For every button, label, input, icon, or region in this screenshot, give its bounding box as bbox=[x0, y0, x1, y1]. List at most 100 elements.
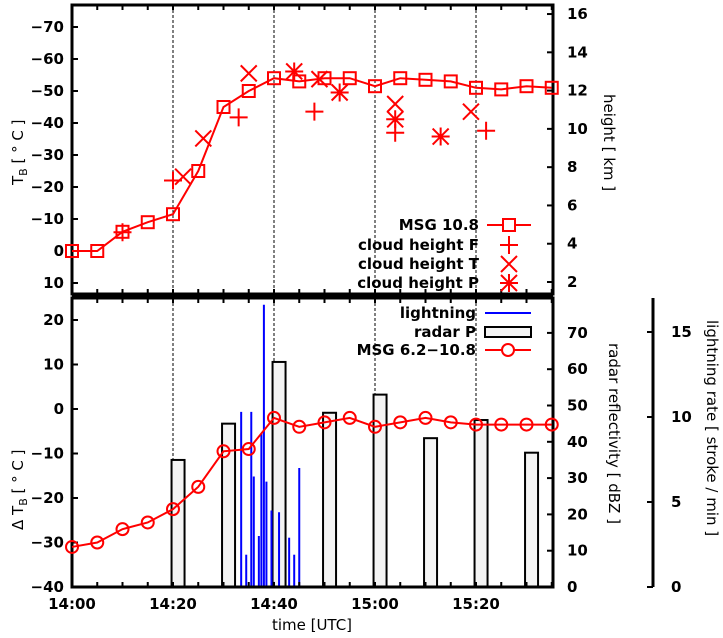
legend-label: cloud height P bbox=[357, 274, 479, 292]
y2-tick-label: 40 bbox=[567, 433, 588, 451]
circle-marker bbox=[191, 479, 206, 494]
y2-tick-label: 8 bbox=[567, 158, 577, 176]
y2-tick-label: 12 bbox=[567, 82, 588, 100]
square-marker bbox=[140, 215, 155, 230]
y2-tick-label: 4 bbox=[567, 235, 577, 253]
x-marker bbox=[462, 102, 480, 121]
square-marker bbox=[418, 72, 433, 87]
square-marker bbox=[443, 74, 458, 89]
y-tick-label: −30 bbox=[31, 534, 64, 552]
y-tick-label: −50 bbox=[31, 82, 64, 100]
legend-label: cloud height T bbox=[358, 255, 480, 273]
square-marker bbox=[519, 79, 534, 94]
circle-marker bbox=[115, 522, 130, 537]
top-frame bbox=[70, 3, 555, 296]
plus-marker bbox=[229, 108, 248, 127]
y-tick-label: 0 bbox=[54, 400, 64, 418]
radar-bar bbox=[473, 419, 489, 588]
y-tick-label: 0 bbox=[54, 242, 64, 260]
circle-marker bbox=[65, 539, 79, 554]
circle-marker bbox=[90, 535, 105, 550]
y-tick-label: −10 bbox=[31, 445, 64, 463]
square-marker bbox=[494, 82, 509, 97]
circle-marker bbox=[241, 442, 256, 457]
bottom-panel: 20100−10−20−30−4070605040302010015105014… bbox=[31, 295, 692, 613]
y2-tick-label: 2 bbox=[567, 273, 577, 291]
radar-bar bbox=[524, 451, 540, 588]
radar-bar bbox=[322, 411, 338, 589]
legend-label: cloud height F bbox=[358, 236, 479, 254]
x-tick-label: 15:20 bbox=[452, 595, 500, 613]
y-tick-label: −20 bbox=[31, 489, 64, 507]
circle-marker bbox=[342, 410, 357, 425]
square-marker bbox=[368, 79, 382, 94]
y2-tick-label: 50 bbox=[567, 397, 588, 415]
circle-marker bbox=[317, 415, 332, 430]
legend-label: MSG 6.2−10.8 bbox=[357, 341, 476, 359]
square-marker bbox=[216, 100, 231, 114]
radar-bar bbox=[423, 437, 439, 589]
circle-marker bbox=[494, 417, 509, 432]
y-tick-label: −40 bbox=[31, 114, 64, 132]
y2-tick-label: 10 bbox=[567, 542, 588, 560]
circle-marker bbox=[292, 419, 307, 434]
y2-tick-label: 10 bbox=[567, 120, 588, 138]
bottom-ylabel: Δ TB [ ° C ] bbox=[9, 450, 30, 531]
circle-marker bbox=[443, 415, 458, 430]
y-tick-label: −70 bbox=[31, 18, 64, 36]
top-panel: −70 −60 −50 −40 −30 −20 −10 0 10 16 14 12 10 8 6 4 2 MSG … bbox=[31, 3, 588, 296]
y-tick-label: −60 bbox=[31, 50, 64, 68]
circle-marker bbox=[469, 417, 483, 432]
circle-marker bbox=[544, 417, 559, 432]
axis-labels: TB [ ° C ] height [ km ] Δ TB [ ° C ] ra… bbox=[9, 94, 721, 634]
y-tick-label: 10 bbox=[43, 274, 64, 292]
y-tick-label: −30 bbox=[31, 146, 64, 164]
square-marker bbox=[544, 80, 559, 95]
plus-marker bbox=[305, 102, 324, 121]
legend-label: lightning bbox=[400, 304, 476, 322]
square-marker bbox=[65, 244, 79, 258]
square-marker bbox=[90, 244, 105, 258]
square-marker bbox=[393, 71, 408, 86]
legend-bar-radar bbox=[484, 326, 532, 338]
star-marker bbox=[431, 127, 450, 146]
x-marker bbox=[240, 64, 258, 83]
square-marker bbox=[469, 80, 483, 95]
legend-label: radar P bbox=[414, 323, 476, 341]
square-marker bbox=[191, 164, 206, 178]
circle-marker bbox=[393, 415, 408, 430]
star-marker bbox=[285, 62, 304, 81]
msg108-line bbox=[72, 77, 552, 252]
circle-marker bbox=[418, 410, 433, 425]
circle-marker bbox=[166, 502, 180, 517]
top-y2label: height [ km ] bbox=[600, 94, 618, 191]
plus-marker bbox=[477, 121, 496, 140]
x-marker bbox=[174, 168, 192, 186]
square-marker bbox=[166, 207, 180, 222]
plus-marker bbox=[500, 236, 518, 254]
x-tick-label: 14:20 bbox=[149, 595, 197, 613]
square-marker bbox=[342, 71, 357, 86]
y-tick-label: −10 bbox=[31, 210, 64, 228]
square-marker bbox=[267, 71, 281, 86]
y3-tick-label: 0 bbox=[671, 578, 681, 596]
y-tick-label: −40 bbox=[31, 578, 64, 596]
star-marker bbox=[500, 274, 518, 292]
y2-tick-label: 0 bbox=[567, 578, 577, 596]
radar-bar bbox=[170, 458, 186, 589]
circle-marker bbox=[267, 410, 281, 425]
y3-tick-label: 15 bbox=[671, 323, 692, 341]
legend-square bbox=[502, 218, 516, 232]
legend-circle bbox=[501, 343, 515, 357]
y-tick-label: 20 bbox=[43, 311, 64, 329]
legend-label: MSG 10.8 bbox=[399, 216, 479, 234]
y2-tick-label: 6 bbox=[567, 196, 577, 214]
star-marker bbox=[386, 110, 405, 129]
y3-tick-label: 10 bbox=[671, 408, 692, 426]
y-tick-label: 10 bbox=[43, 356, 64, 374]
circle-marker bbox=[368, 419, 382, 434]
x-marker bbox=[386, 95, 404, 113]
bottom-y3label: lightning rate [ stroke / min ] bbox=[703, 320, 721, 536]
circle-marker bbox=[140, 515, 155, 530]
